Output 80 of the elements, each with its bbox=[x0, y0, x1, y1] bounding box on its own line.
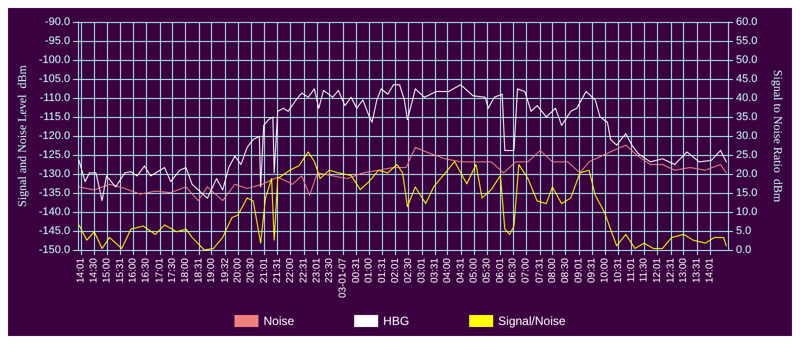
legend-label: Noise bbox=[263, 314, 294, 328]
y2-tick-label: 10.0 bbox=[736, 206, 758, 218]
x-tick-label: 07:00 bbox=[520, 258, 532, 284]
x-tick-label: 05:00 bbox=[468, 258, 480, 284]
x-tick-label: 10:31 bbox=[612, 258, 624, 284]
y2-tick-label: 45.0 bbox=[736, 73, 758, 85]
x-tick-label: 03-01-07 bbox=[337, 258, 348, 298]
x-tick-label: 19:00 bbox=[206, 258, 218, 284]
y-tick-label: -120.0 bbox=[38, 130, 70, 142]
legend-label: HBG bbox=[383, 314, 410, 328]
x-tick-label: 18:00 bbox=[180, 258, 192, 284]
y-tick-label: -130.0 bbox=[38, 168, 70, 180]
y-tick-label: -150.0 bbox=[38, 244, 70, 256]
x-tick-label: 12:01 bbox=[652, 258, 664, 284]
x-tick-label: 09:01 bbox=[574, 258, 585, 284]
x-tick-label: 13:00 bbox=[678, 258, 689, 284]
x-tick-label: 21:31 bbox=[272, 258, 284, 284]
x-tick-label: 20:30 bbox=[246, 258, 257, 284]
x-tick-label: 00:31 bbox=[350, 258, 362, 284]
y-tick-label: -135.0 bbox=[38, 187, 70, 199]
x-tick-label: 04:31 bbox=[456, 258, 467, 284]
y-tick-label: -105.0 bbox=[38, 73, 70, 85]
x-tick-label: 17:30 bbox=[166, 258, 178, 284]
y2-tick-label: 35.0 bbox=[736, 111, 758, 123]
x-tick-label: 14:30 bbox=[88, 258, 100, 284]
y2-tick-label: 40.0 bbox=[736, 92, 758, 104]
x-tick-label: 13:31 bbox=[691, 258, 702, 284]
x-tick-label: 06:01 bbox=[494, 258, 506, 284]
x-tick-label: 06:30 bbox=[508, 258, 519, 284]
y-tick-label: -125.0 bbox=[38, 149, 70, 161]
x-tick-label: 07:31 bbox=[534, 258, 546, 284]
x-tick-label: 11:01 bbox=[626, 258, 637, 282]
y2-tick-label: 15.0 bbox=[736, 187, 758, 199]
x-tick-label: 22:00 bbox=[284, 258, 296, 284]
x-tick-label: 01:00 bbox=[363, 258, 374, 284]
y-tick-label: -140.0 bbox=[38, 206, 70, 218]
y2-tick-label: 20.0 bbox=[736, 168, 758, 180]
y2-tick-label: 50.0 bbox=[736, 54, 758, 66]
legend-label: Signal/Noise bbox=[498, 314, 566, 328]
x-tick-label: 14:01 bbox=[76, 258, 87, 284]
x-tick-label: 19:32 bbox=[220, 258, 232, 284]
x-tick-label: 15:00 bbox=[101, 258, 112, 284]
y-axis-title: Signal and Noise Level dBm bbox=[15, 64, 29, 207]
x-tick-label: 11:30 bbox=[638, 258, 650, 282]
x-tick-label: 20:00 bbox=[232, 258, 244, 284]
x-tick-label: 08:00 bbox=[546, 258, 558, 284]
x-tick-label: 16:00 bbox=[128, 258, 139, 284]
y2-tick-label: 60.0 bbox=[736, 16, 758, 28]
x-tick-label: 17:01 bbox=[154, 258, 166, 284]
y2-axis-title: Signal to Noise Ratio dBm bbox=[771, 70, 785, 203]
y-tick-label: -90.0 bbox=[45, 16, 70, 28]
x-tick-label: 16:30 bbox=[140, 258, 152, 284]
y-tick-label: -145.0 bbox=[38, 225, 70, 237]
y2-tick-label: 0.0 bbox=[736, 244, 752, 256]
x-tick-label: 10:00 bbox=[599, 258, 610, 284]
y2-tick-label: 25.0 bbox=[736, 149, 758, 161]
x-tick-label: 03:31 bbox=[429, 258, 440, 284]
x-tick-label: 09:31 bbox=[586, 258, 598, 284]
y-tick-label: -115.0 bbox=[40, 111, 70, 123]
x-tick-label: 14:01 bbox=[704, 258, 716, 284]
x-tick-label: 21:01 bbox=[259, 258, 270, 284]
y2-tick-label: 55.0 bbox=[736, 35, 758, 47]
x-tick-label: 02:30 bbox=[402, 258, 414, 284]
y-tick-label: -100.0 bbox=[38, 54, 70, 66]
x-tick-label: 05:30 bbox=[481, 258, 492, 284]
y2-tick-label: 30.0 bbox=[736, 130, 758, 142]
x-tick-label: 12:31 bbox=[665, 258, 676, 284]
x-tick-label: 08:30 bbox=[560, 258, 572, 284]
x-tick-label: 15:31 bbox=[114, 258, 126, 284]
x-tick-label: 03:01 bbox=[416, 258, 428, 284]
x-tick-label: 22:31 bbox=[298, 258, 310, 284]
y-tick-label: -95.0 bbox=[45, 35, 70, 47]
y-tick-label: -110.0 bbox=[40, 92, 70, 104]
x-tick-label: 18:31 bbox=[194, 258, 205, 284]
x-tick-label: 23:01 bbox=[312, 258, 322, 284]
x-tick-label: 23:30 bbox=[324, 258, 336, 284]
x-tick-label: 01:31 bbox=[377, 258, 388, 284]
x-tick-label: 02:01 bbox=[390, 258, 402, 284]
x-tick-label: 04:00 bbox=[442, 258, 454, 284]
y2-tick-label: 5.0 bbox=[736, 225, 752, 237]
